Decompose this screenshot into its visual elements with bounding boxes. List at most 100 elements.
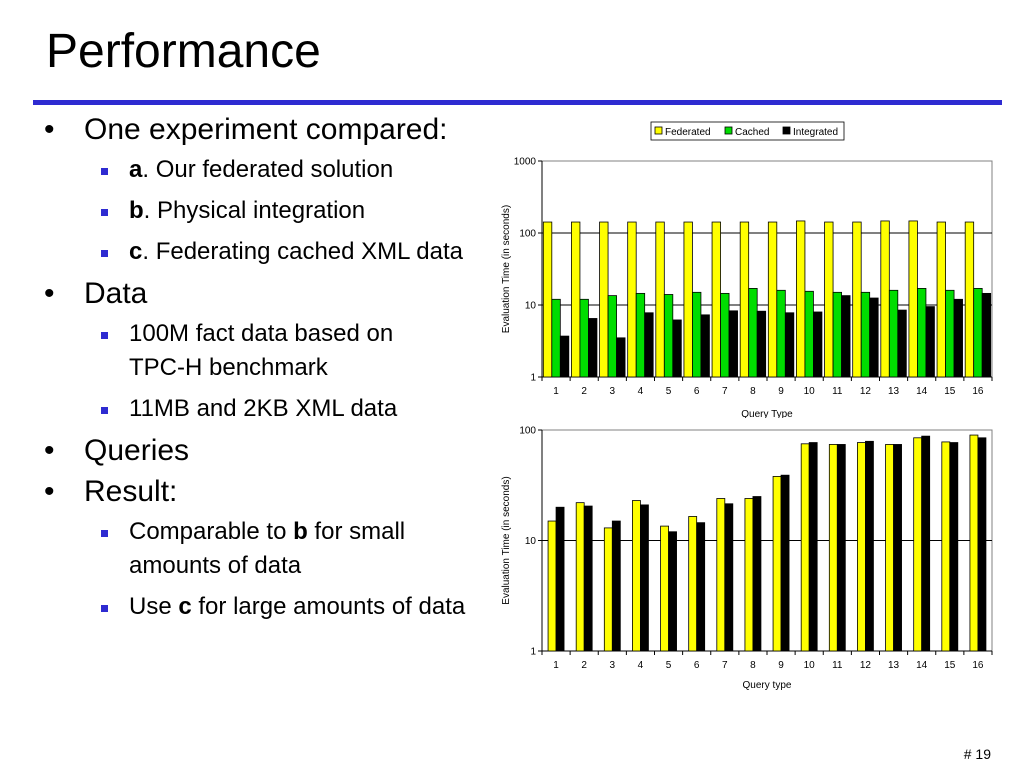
bar-cached-q10 (804, 290, 814, 378)
bar-series-1-q5 (660, 525, 669, 652)
legend-box (650, 121, 845, 141)
bar-series-2-q3 (611, 520, 621, 652)
bar-series-1-q9 (772, 476, 782, 652)
bar-integrated-q16 (981, 292, 992, 378)
y-tick-label: 100 (519, 426, 536, 437)
bar-federated-q11 (824, 221, 834, 378)
sub-bullet-square (101, 605, 108, 612)
x-tick-label: 7 (722, 386, 728, 397)
bar-series-2-q9 (780, 474, 790, 652)
bar-series-2-q7 (724, 503, 734, 652)
bar-cached-q13 (888, 289, 899, 378)
bullet-result-text: Result: (84, 475, 178, 508)
bar-series-2-q1 (555, 506, 565, 652)
x-tick-label: 11 (832, 386, 843, 397)
sub-bullet-b-label: b (129, 197, 144, 224)
bar-integrated-q14 (925, 306, 935, 378)
y-tick-label: 10 (525, 536, 537, 547)
sub-bullet-result-1-bold: b (293, 518, 308, 545)
sub-bullet-square (101, 332, 108, 339)
bar-series-1-q12 (857, 442, 866, 652)
sub-bullet-square (101, 250, 108, 257)
bar-series-2-q15 (949, 442, 959, 652)
bar-series-2-q8 (752, 496, 762, 652)
x-axis-label: Query type (743, 680, 792, 691)
bullet-data: • Data (44, 276, 504, 312)
sub-bullet-a-label: a (129, 156, 143, 183)
legend-label-cached: Cached (735, 127, 769, 138)
legend-label-integrated: Integrated (793, 127, 838, 138)
bar-integrated-q1 (559, 335, 570, 378)
x-axis-label: Query Type (741, 409, 793, 418)
sub-bullet-data-1-text: 100M fact data based on TPC-H benchmark (129, 320, 394, 381)
y-tick-label: 1 (530, 647, 536, 658)
x-tick-label: 3 (610, 386, 616, 397)
bar-series-2-q11 (836, 444, 846, 652)
bar-series-1-q1 (547, 520, 557, 652)
bar-cached-q8 (748, 288, 758, 378)
bullet-dot: • (44, 113, 55, 146)
bullet-data-text: Data (84, 277, 148, 310)
bar-integrated-q12 (869, 297, 879, 378)
sub-bullet-square (101, 209, 108, 216)
bar-series-2-q12 (865, 440, 874, 652)
bullet-result: • Result: (44, 474, 504, 510)
x-tick-label: 16 (972, 660, 984, 671)
bar-integrated-q5 (672, 319, 682, 378)
bar-cached-q14 (917, 288, 927, 378)
bar-cached-q11 (832, 291, 842, 378)
title-underline (33, 100, 1002, 105)
x-tick-label: 16 (972, 386, 984, 397)
bar-integrated-q7 (728, 310, 738, 378)
x-tick-label: 15 (944, 386, 956, 397)
sub-bullet-square (101, 168, 108, 175)
bar-series-2-q13 (893, 444, 902, 652)
bar-series-2-q14 (921, 435, 931, 652)
bar-series-2-q10 (808, 442, 818, 652)
bar-cached-q4 (635, 292, 646, 378)
bar-federated-q15 (936, 221, 946, 378)
legend-swatch-federated (654, 126, 663, 135)
x-tick-label: 3 (610, 660, 616, 671)
sub-bullet-a-text: . Our federated solution (142, 156, 394, 183)
bar-cached-q12 (860, 291, 871, 378)
x-tick-label: 12 (860, 386, 872, 397)
bar-federated-q10 (796, 220, 806, 378)
legend-swatch-cached (724, 126, 733, 135)
bar-federated-q1 (542, 221, 553, 378)
bar-federated-q6 (683, 221, 693, 378)
x-tick-label: 2 (581, 660, 587, 671)
y-tick-label: 10 (525, 301, 537, 312)
bar-integrated-q2 (588, 318, 598, 378)
x-tick-label: 9 (778, 386, 784, 397)
bar-cached-q16 (973, 288, 983, 378)
x-tick-label: 5 (666, 660, 672, 671)
bar-series-1-q8 (744, 498, 754, 652)
x-tick-label: 1 (553, 660, 559, 671)
bar-series-1-q2 (575, 502, 585, 652)
bullet-dot: • (44, 475, 55, 508)
bar-series-2-q4 (640, 504, 649, 652)
legend-swatch-integrated (782, 126, 791, 135)
x-tick-label: 12 (860, 660, 872, 671)
sub-bullet-b-text: . Physical integration (143, 197, 366, 224)
x-tick-label: 11 (832, 660, 843, 671)
bullet-experiment-text: One experiment compared: (84, 113, 448, 146)
bar-series-1-q11 (828, 444, 838, 652)
y-axis-label: Evaluation Time (in seconds) (501, 205, 512, 333)
bar-series-1-q16 (969, 434, 979, 652)
bar-integrated-q9 (784, 312, 795, 378)
sub-bullet-c-label: c (129, 238, 143, 265)
sub-bullet-c: c. Federating cached XML data (44, 235, 469, 269)
sub-bullet-square (101, 530, 108, 537)
bullet-experiment: • One experiment compared: (44, 112, 504, 148)
x-tick-label: 6 (694, 386, 700, 397)
bullet-queries: • Queries (44, 433, 504, 469)
x-tick-label: 8 (750, 660, 756, 671)
sub-bullet-result-2: Use c for large amounts of data (44, 590, 474, 624)
x-tick-label: 10 (804, 386, 816, 397)
x-tick-label: 7 (722, 660, 728, 671)
x-tick-label: 13 (888, 386, 900, 397)
sub-bullet-data-2-text: 11MB and 2KB XML data (129, 395, 398, 422)
x-tick-label: 8 (750, 386, 756, 397)
